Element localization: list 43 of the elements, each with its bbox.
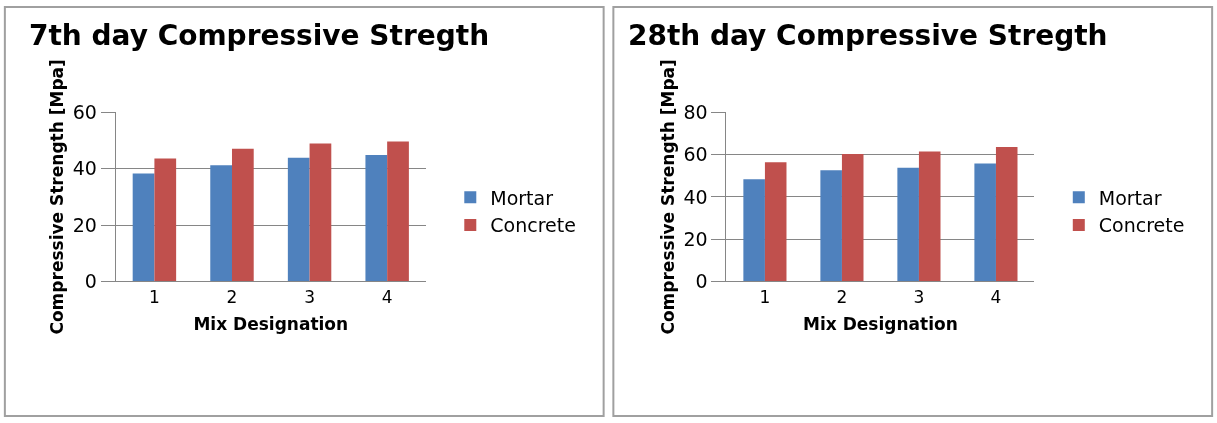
x-tick-label: 1 [148, 286, 160, 307]
bar [841, 154, 864, 282]
y-tick-label: 40 [72, 157, 97, 180]
y-axis-title: Compressive Strength [Mpa] [47, 59, 68, 335]
legend-label: Mortar [490, 186, 554, 209]
x-tick-label: 2 [226, 286, 238, 307]
chart-title: 7th day Compressive Stregth [29, 19, 490, 52]
bar [995, 147, 1018, 282]
bar [387, 141, 409, 282]
bar [974, 163, 996, 282]
y-axis-title: Compressive Strength [Mpa] [657, 59, 678, 335]
y-tick-label: 20 [683, 227, 708, 250]
y-tick-label: 80 [683, 101, 708, 124]
y-tick-label: 0 [695, 269, 708, 292]
y-tick-label: 20 [72, 213, 97, 236]
x-tick-label: 3 [304, 286, 315, 307]
x-axis-title: Mix Designation [193, 314, 349, 335]
bar [210, 165, 232, 282]
y-tick-label: 60 [72, 101, 97, 124]
bar [918, 151, 941, 282]
bar [309, 143, 332, 282]
y-tick-label: 40 [683, 185, 708, 208]
y-tick-label: 0 [84, 269, 97, 292]
legend-label: Mortar [1098, 186, 1162, 209]
legend-label: Concrete [490, 214, 576, 237]
bar [897, 167, 919, 282]
bar [820, 170, 842, 282]
bar [154, 158, 177, 282]
bar [287, 157, 310, 282]
bar [365, 154, 388, 282]
bar [764, 162, 787, 282]
bar [132, 173, 155, 282]
x-tick-label: 4 [381, 286, 393, 307]
x-tick-label: 3 [913, 286, 925, 307]
bar [231, 148, 254, 282]
bar [743, 179, 765, 282]
chart-title: 28th day Compressive Stregth [628, 19, 1108, 52]
x-tick-label: 1 [759, 286, 771, 307]
legend-label: Concrete [1098, 214, 1185, 237]
x-tick-label: 2 [836, 286, 848, 307]
x-tick-label: 4 [990, 286, 1002, 307]
x-axis-title: Mix Designation [803, 314, 958, 335]
y-tick-label: 60 [683, 143, 708, 166]
